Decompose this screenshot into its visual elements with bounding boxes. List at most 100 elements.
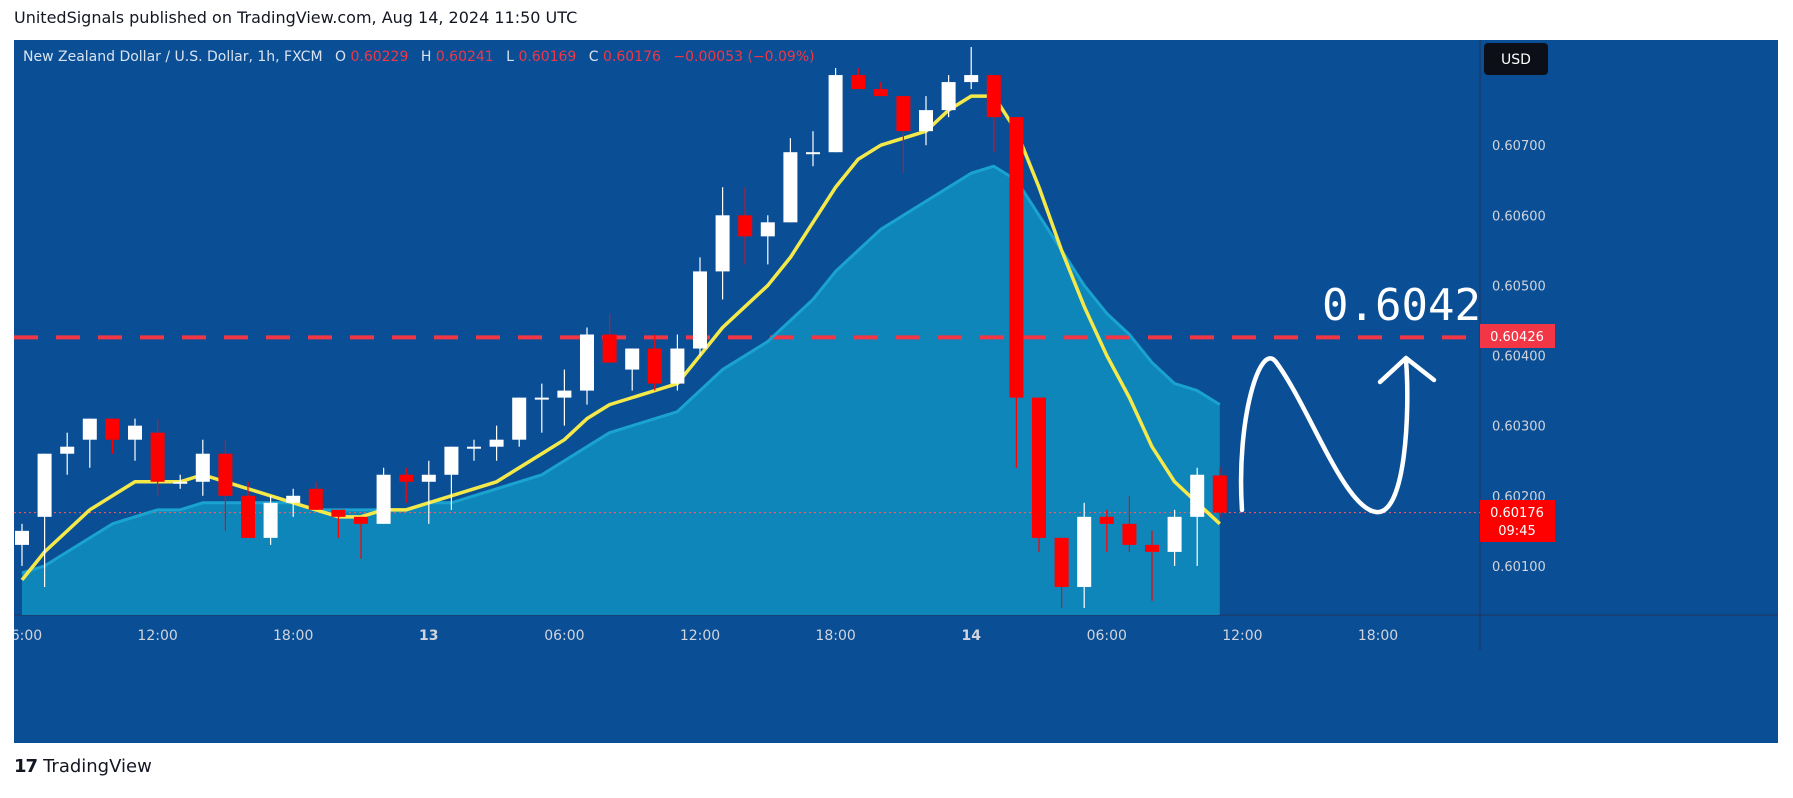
candle	[195, 439, 210, 496]
candle	[308, 481, 323, 510]
candle-body	[986, 75, 1001, 118]
x-tick-label: 06:00	[1087, 628, 1127, 644]
candle	[1167, 509, 1182, 566]
x-tick-label: 12:00	[680, 628, 720, 644]
countdown-text: 09:45	[1498, 524, 1535, 539]
candle	[941, 75, 956, 118]
candle-body	[1145, 544, 1159, 552]
candle	[738, 187, 753, 265]
candle	[625, 348, 640, 391]
legend: New Zealand Dollar / U.S. Dollar, 1h, FX…	[23, 49, 815, 65]
candle-body	[331, 509, 346, 517]
legend-low-value: 0.60169	[518, 49, 576, 65]
last-price-tag-text: 0.60176	[1490, 506, 1544, 521]
candle-body	[1212, 475, 1227, 513]
candle-body	[557, 390, 572, 398]
candle-body	[580, 334, 594, 391]
legend-close-label: C	[589, 49, 599, 65]
legend-open-label: O	[335, 49, 346, 65]
candle-body	[625, 348, 640, 370]
candle	[557, 369, 572, 426]
candle	[376, 467, 391, 524]
candle-body	[195, 453, 210, 482]
candle	[286, 488, 301, 517]
candle-body	[670, 348, 685, 384]
x-tick-label: 18:00	[273, 628, 313, 644]
candle	[1099, 509, 1114, 552]
candle	[128, 418, 142, 461]
x-tick-label: 18:00	[1358, 628, 1398, 644]
y-tick-label: 0.60300	[1492, 420, 1546, 435]
candle	[580, 327, 594, 405]
candle	[399, 467, 414, 503]
svg-text:New Zealand Dollar / U.S. Doll: New Zealand Dollar / U.S. Dollar, 1h, FX…	[23, 49, 815, 65]
candle-body	[1009, 117, 1024, 398]
candle-body	[919, 110, 933, 132]
candle	[715, 187, 730, 300]
price-chart[interactable]: 0.6042 0.601000.602000.603000.604000.605…	[14, 40, 1778, 743]
candle-body	[399, 474, 414, 482]
candle-body	[828, 75, 843, 153]
candle-body	[467, 446, 481, 449]
target-level-line	[14, 335, 1480, 514]
tradingview-brand: TradingView	[43, 756, 152, 777]
candle-body	[105, 418, 120, 440]
drawing-annotation: 0.6042	[1238, 280, 1481, 515]
candle-body	[1077, 516, 1092, 587]
candle	[670, 334, 685, 391]
candle-body	[1054, 537, 1069, 587]
candle	[37, 453, 52, 587]
candle	[1212, 467, 1227, 518]
candle	[173, 474, 188, 489]
candle-body	[354, 516, 368, 524]
candle-body	[964, 75, 979, 83]
target-annotation-text: 0.6042	[1322, 280, 1481, 331]
candle	[806, 131, 820, 167]
candle-body	[1122, 523, 1137, 545]
candle	[1054, 537, 1069, 608]
candle	[105, 418, 120, 454]
candle-body	[376, 474, 391, 524]
y-tick-label: 0.60400	[1492, 350, 1546, 365]
candle-body	[760, 222, 775, 237]
candle	[60, 432, 75, 475]
candle-body	[1032, 397, 1046, 538]
candle	[693, 257, 707, 356]
arrow-head	[1377, 355, 1437, 385]
candle	[964, 47, 979, 90]
legend-close-value: 0.60176	[603, 49, 661, 65]
candle-body	[308, 488, 323, 510]
candle	[1190, 467, 1205, 566]
candle-body	[806, 152, 820, 155]
candle	[150, 418, 165, 496]
candle-body	[1190, 474, 1205, 517]
legend-open-value: 0.60229	[350, 49, 408, 65]
axes: 0.601000.602000.603000.604000.605000.606…	[14, 139, 1546, 644]
x-tick-label: 13	[419, 628, 438, 644]
candle	[986, 75, 1001, 153]
x-tick-label: 12:00	[137, 628, 177, 644]
candle-body	[218, 453, 233, 496]
legend-high-value: 0.60241	[436, 49, 494, 65]
candle-body	[263, 502, 278, 538]
y-tick-label: 0.60100	[1492, 560, 1546, 575]
currency-button[interactable]: USD	[1484, 43, 1548, 75]
x-tick-label: 06:00	[544, 628, 584, 644]
candle-body	[60, 446, 75, 454]
candle-body	[715, 215, 730, 272]
candle	[354, 516, 368, 559]
candle	[489, 425, 504, 461]
candle	[1009, 117, 1024, 468]
candle	[760, 215, 775, 265]
candle	[421, 460, 436, 524]
candle-body	[173, 481, 188, 484]
candle-body	[1099, 516, 1114, 524]
y-tick-label: 0.60700	[1492, 139, 1546, 154]
candle	[1032, 397, 1046, 552]
candle-body	[15, 530, 29, 545]
candle	[828, 68, 843, 153]
candle-body	[241, 495, 255, 538]
candle-body	[647, 348, 662, 384]
legend-change: −0.00053 (−0.09%)	[673, 49, 814, 65]
candle-body	[150, 432, 165, 482]
